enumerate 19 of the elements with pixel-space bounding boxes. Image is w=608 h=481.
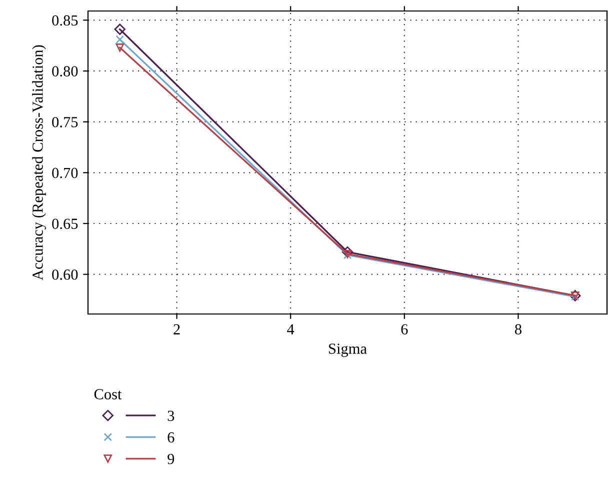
y-axis-title: Accuracy (Repeated Cross-Validation): [32, 45, 46, 280]
legend-label: 3: [168, 410, 174, 421]
point: [114, 24, 126, 35]
x-tick-label: 6: [401, 324, 408, 334]
legend-label: 6: [168, 432, 174, 443]
x-tick-label: 4: [287, 324, 294, 334]
y-tick-label: 0.75: [52, 116, 78, 128]
y-tick-label: 0.65: [52, 218, 78, 230]
x-tick-label: 2: [174, 324, 180, 334]
point: [116, 35, 124, 44]
y-tick-label: 0.70: [52, 168, 78, 178]
legend-label: 9: [168, 454, 174, 464]
x-axis-title: Sigma: [329, 344, 367, 357]
point: [116, 43, 124, 52]
y-tick-label: 0.80: [52, 66, 78, 77]
x-tick-label: 8: [514, 324, 522, 334]
legend-title: Cost: [94, 389, 122, 400]
y-tick-label: 0.85: [52, 15, 78, 26]
y-tick-label: 0.60: [52, 269, 78, 280]
